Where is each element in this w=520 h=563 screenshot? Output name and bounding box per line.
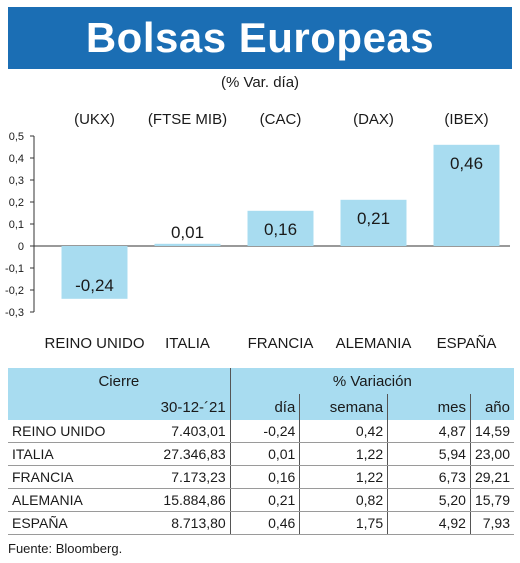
- cell-semana: 1,75: [299, 511, 389, 535]
- bar-value-label: 0,01: [171, 223, 204, 242]
- cell-semana: 1,22: [299, 442, 389, 466]
- header-anio: año: [484, 398, 510, 416]
- y-tick-label: -0,1: [5, 263, 24, 275]
- row-name: FRANCIA: [8, 465, 118, 489]
- index-label: (UKX): [74, 111, 115, 128]
- cell-cierre: 27.346,83: [117, 442, 231, 466]
- y-tick-label: -0,3: [5, 307, 24, 319]
- y-tick-label: 0,5: [9, 131, 24, 143]
- cell-dia: -0,24: [230, 420, 301, 443]
- cell-dia: 0,01: [230, 442, 301, 466]
- cell-cierre: 7.173,23: [117, 465, 231, 489]
- cell-mes: 4,92: [387, 511, 471, 535]
- row-name: REINO UNIDO: [8, 420, 118, 443]
- index-table: Cierre % Variación 30-12-´21 día semana …: [8, 368, 514, 535]
- bar: [433, 144, 500, 246]
- table-group-header-row: Cierre % Variación: [8, 368, 514, 394]
- cell-cierre: 8.713,80: [117, 511, 231, 535]
- bar-chart: 0,5 0,4 0,3 0,2 0,1 0 -0,1 -0,2 -0,3 -0,24 (UKX) RE…: [5, 111, 510, 352]
- cell-anio: 23,00: [470, 442, 514, 466]
- y-tick-label: 0: [18, 241, 24, 253]
- row-name: ALEMANIA: [8, 488, 118, 512]
- table-row: ESPAÑA 8.713,80 0,46 1,75 4,92 7,93: [8, 511, 514, 535]
- header-blank: [8, 394, 118, 420]
- category-label: ALEMANIA: [336, 335, 412, 352]
- category-label: ITALIA: [165, 335, 210, 352]
- table-row: REINO UNIDO 7.403,01 -0,24 0,42 4,87 14,59: [8, 420, 514, 443]
- index-label: (DAX): [353, 111, 394, 128]
- cell-semana: 1,22: [299, 465, 389, 489]
- cell-cierre: 7.403,01: [117, 420, 231, 443]
- bar: [247, 210, 314, 246]
- header-cierre: Cierre: [8, 368, 231, 394]
- index-label: (CAC): [260, 111, 302, 128]
- bar-value-label: -0,24: [75, 276, 114, 295]
- header-dia: día: [230, 394, 301, 420]
- cell-anio: 29,21: [470, 465, 514, 489]
- cell-mes: 4,87: [387, 420, 471, 443]
- index-label: (FTSE MIB): [148, 111, 227, 128]
- header-date: 30-12-´21: [117, 394, 231, 420]
- y-tick-label: 0,3: [9, 175, 24, 187]
- cell-semana: 0,42: [299, 420, 389, 443]
- index-label: (IBEX): [444, 111, 488, 128]
- bar-value-label: 0,21: [357, 209, 390, 228]
- bar: [61, 246, 128, 299]
- y-tick-label: -0,2: [5, 285, 24, 297]
- cell-dia: 0,16: [230, 465, 301, 489]
- category-label: FRANCIA: [248, 335, 314, 352]
- chart-title: Bolsas Europeas: [85, 14, 435, 61]
- y-tick-label: 0,1: [9, 219, 24, 231]
- cell-anio: 15,79: [470, 488, 514, 512]
- table-row: ALEMANIA 15.884,86 0,21 0,82 5,20 15,79: [8, 488, 514, 512]
- bar-value-label: 0,46: [450, 154, 483, 173]
- cell-dia: 0,21: [230, 488, 301, 512]
- table-sub-header-row: 30-12-´21 día semana mes año: [8, 394, 514, 420]
- cell-anio: 14,59: [470, 420, 514, 443]
- bar: [340, 199, 407, 246]
- cell-mes: 5,20: [387, 488, 471, 512]
- header-semana: semana: [299, 394, 389, 420]
- cell-cierre: 15.884,86: [117, 488, 231, 512]
- header-mes: mes: [387, 394, 471, 420]
- y-tick-label: 0,4: [9, 153, 24, 165]
- row-name: ITALIA: [8, 442, 118, 466]
- cell-mes: 6,73: [387, 465, 471, 489]
- bar-value-label: 0,16: [264, 220, 297, 239]
- table-row: FRANCIA 7.173,23 0,16 1,22 6,73 29,21: [8, 465, 514, 489]
- header-variacion: % Variación: [332, 372, 412, 390]
- row-name: ESPAÑA: [8, 511, 118, 535]
- cell-semana: 0,82: [299, 488, 389, 512]
- cell-anio: 7,93: [470, 511, 514, 535]
- category-label: REINO UNIDO: [44, 335, 144, 352]
- table-row: ITALIA 27.346,83 0,01 1,22 5,94 23,00: [8, 442, 514, 466]
- title-banner: Bolsas Europeas: [8, 7, 512, 69]
- chart-subtitle: (% Var. día): [220, 74, 300, 91]
- y-tick-label: 0,2: [9, 197, 24, 209]
- cell-mes: 5,94: [387, 442, 471, 466]
- cell-dia: 0,46: [230, 511, 301, 535]
- source-note: Fuente: Bloomberg.: [8, 541, 123, 556]
- category-label: ESPAÑA: [437, 335, 497, 352]
- bar: [154, 243, 221, 246]
